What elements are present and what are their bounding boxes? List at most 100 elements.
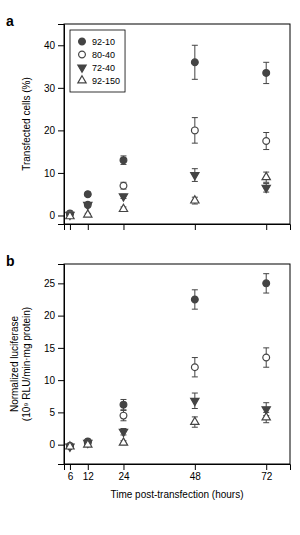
legend-label: 80-40 — [92, 50, 115, 60]
x-tick-mark — [123, 464, 124, 470]
series — [66, 393, 271, 451]
point — [191, 127, 198, 134]
point — [191, 364, 198, 371]
plot-frame — [64, 24, 290, 224]
y-tick-label: 10 — [44, 375, 56, 386]
x-axis — [65, 224, 291, 230]
x-tick-mark — [70, 224, 71, 230]
y-tick-label: 40 — [44, 40, 56, 51]
error-bar-cap — [192, 204, 198, 205]
y-tick-label: 15 — [44, 343, 56, 354]
y-tick: 15 — [44, 343, 64, 354]
point — [120, 157, 127, 164]
error-bar — [120, 156, 126, 165]
x-tick-mark — [266, 464, 267, 470]
point — [263, 354, 270, 361]
y-tick-label: 5 — [49, 407, 55, 418]
error-bar-cap — [120, 409, 126, 410]
x-tick-mark — [195, 224, 196, 230]
legend-symbol — [79, 51, 86, 58]
error-bar — [263, 348, 269, 367]
y-axis-line — [58, 265, 65, 465]
y-tick-label: 30 — [44, 83, 56, 94]
error-bar — [120, 182, 126, 189]
point — [262, 413, 270, 420]
panel: 010203040Transfected cells (%)92-1080-40… — [21, 24, 291, 230]
point — [119, 204, 127, 211]
x-tick-label: 24 — [118, 471, 130, 482]
y-tick: 25 — [44, 278, 64, 289]
point — [119, 429, 127, 436]
x-axis-line — [65, 465, 291, 471]
x-tick: 12 — [83, 464, 95, 482]
y-tick-mark — [58, 380, 64, 381]
error-bar-cap — [192, 289, 198, 290]
point — [67, 443, 74, 450]
y-tick-mark — [58, 215, 64, 216]
x-tick: 72 — [261, 464, 273, 482]
point — [262, 172, 270, 179]
y-tick: 10 — [44, 375, 64, 386]
y-axis: 0 10 20 30 40 — [44, 25, 65, 225]
error-bar-cap — [192, 408, 198, 409]
error-bar — [192, 290, 198, 309]
point — [120, 401, 127, 408]
error-bar-cap — [120, 420, 126, 421]
point — [84, 440, 92, 447]
point — [120, 412, 127, 419]
x-tick-mark — [88, 464, 89, 470]
y-tick-mark — [58, 348, 64, 349]
error-bar-cap — [263, 347, 269, 348]
point — [84, 191, 91, 198]
error-bar — [192, 45, 198, 79]
y-axis-line — [58, 25, 65, 225]
y-tick-mark — [58, 316, 64, 317]
error-bar-cap — [263, 183, 269, 184]
error-bar — [192, 358, 198, 377]
legend: 92-1080-4072-4092-150 — [70, 30, 125, 92]
y-tick: 30 — [44, 83, 64, 94]
point — [84, 440, 92, 447]
point — [119, 438, 127, 445]
error-bar-cap — [263, 402, 269, 403]
error-bar-cap — [192, 393, 198, 394]
x-tick-mark — [70, 464, 71, 470]
error-bar-cap — [263, 182, 269, 183]
y-tick: 5 — [49, 407, 64, 418]
legend-label: 72-40 — [92, 63, 115, 73]
series — [67, 274, 270, 450]
x-tick-label: 72 — [261, 471, 273, 482]
y-axis: 0 5 10 15 20 25 — [44, 265, 65, 465]
plot-frame — [64, 264, 290, 464]
error-bar — [120, 410, 126, 420]
point — [263, 70, 270, 77]
error-bar — [120, 399, 126, 409]
point — [191, 173, 199, 180]
point — [66, 212, 74, 219]
x-tick-mark — [123, 224, 124, 230]
y-tick-label: 25 — [44, 278, 56, 289]
error-bar-cap — [263, 422, 269, 423]
error-bar-cap — [263, 62, 269, 63]
y-tick: 20 — [44, 125, 64, 136]
error-bar-cap — [192, 309, 198, 310]
series — [66, 412, 271, 449]
y-tick-mark — [58, 88, 64, 89]
y-tick-mark — [58, 412, 64, 413]
point — [67, 443, 74, 450]
error-bar-cap — [263, 132, 269, 133]
y-tick-mark — [58, 445, 64, 446]
y-tick-label: 20 — [44, 310, 56, 321]
error-bar-cap — [263, 149, 269, 150]
error-bar-cap — [192, 168, 198, 169]
y-tick-label: 0 — [49, 210, 55, 221]
error-bar — [263, 62, 269, 83]
x-tick-label: 6 — [68, 471, 74, 482]
y-tick-label: 10 — [44, 168, 56, 179]
series — [67, 348, 270, 449]
error-bar-cap — [120, 410, 126, 411]
point — [191, 417, 199, 424]
y-tick: 0 — [49, 439, 64, 450]
point — [84, 202, 92, 209]
error-bar-cap — [192, 357, 198, 358]
